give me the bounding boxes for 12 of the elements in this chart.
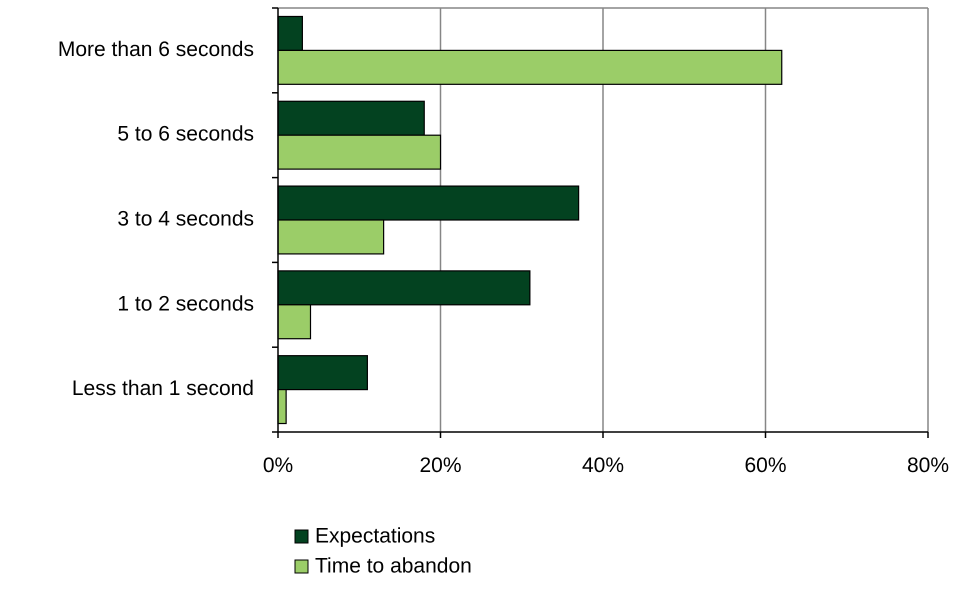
legend-label: Expectations: [315, 524, 436, 548]
x-tick-label: 80%: [906, 454, 950, 477]
x-tick-label: 60%: [744, 454, 787, 477]
y-tick-label: 3 to 4 seconds: [117, 208, 254, 231]
legend-label: Time to abandon: [315, 554, 472, 578]
y-tick-label: More than 6 seconds: [58, 38, 254, 61]
y-tick-label: 5 to 6 seconds: [117, 122, 254, 146]
x-tick-label: 0%: [262, 454, 294, 477]
x-tick-label: 20%: [419, 454, 462, 477]
y-tick-label: Less than 1 second: [72, 377, 254, 400]
x-tick-label: 40%: [582, 454, 624, 477]
y-tick-label: 1 to 2 seconds: [117, 292, 254, 316]
